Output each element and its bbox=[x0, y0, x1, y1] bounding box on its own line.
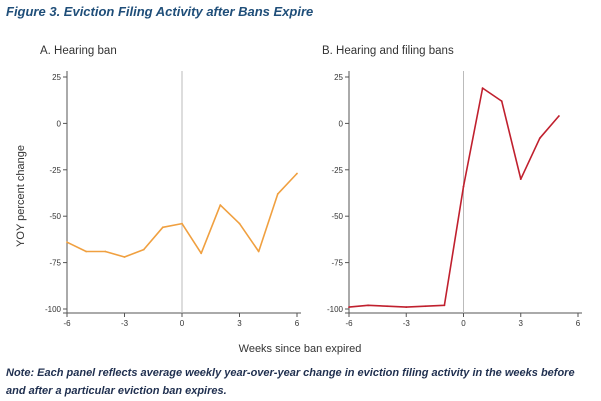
panel-a-y-tick-label: -25 bbox=[49, 166, 61, 175]
panel-b-y-tick-label: 25 bbox=[334, 73, 343, 82]
panel-a-data-point bbox=[161, 226, 164, 229]
panel-b-x-tick-label: 3 bbox=[519, 319, 524, 328]
panel-a-title: A. Hearing ban bbox=[40, 45, 117, 57]
panel-a-y-tick-label: -100 bbox=[45, 305, 62, 314]
panel-a-data-point bbox=[257, 250, 260, 253]
panel-b-data-point bbox=[348, 306, 350, 309]
panel-a-data-point bbox=[219, 204, 222, 206]
panel-a-data-point bbox=[181, 222, 183, 225]
panel-a-data-point bbox=[238, 222, 241, 225]
panel-b-x-tick-label: 0 bbox=[461, 319, 466, 328]
panel-a-data-point bbox=[104, 250, 107, 253]
panel-b-data-point bbox=[424, 305, 427, 308]
panel-b-data-point bbox=[443, 304, 446, 307]
panel-a-y-tick-label: -50 bbox=[49, 212, 61, 221]
panel-a-x-tick-label: -3 bbox=[121, 319, 129, 328]
panel-b-y-tick-label: 0 bbox=[339, 119, 344, 128]
panel-a-data-point bbox=[66, 241, 68, 244]
panel-a-x-tick-label: 0 bbox=[180, 319, 185, 328]
panel-b-series-line bbox=[348, 87, 560, 308]
panel-b-y-tick-label: -75 bbox=[331, 259, 343, 268]
figure-title: Figure 3. Eviction Filing Activity after… bbox=[6, 4, 314, 19]
y-axis-title: YOY percent change bbox=[15, 145, 27, 247]
panel-b-x-tick-label: 6 bbox=[576, 319, 581, 328]
figure-note: Note: Each panel reflects average weekly… bbox=[6, 367, 575, 397]
panel-b-data-point bbox=[481, 87, 484, 90]
chart-area: A. Hearing ban 25 0 -25 -50 -75 -100 -6 -3 0 3 6 B. … bbox=[0, 32, 601, 362]
x-axis-title: Weeks since ban expired bbox=[239, 343, 362, 355]
panel-a-y-tick-label: 0 bbox=[57, 119, 62, 128]
panel-b-data-point bbox=[558, 115, 560, 117]
panel-b-data-point bbox=[462, 185, 465, 188]
panel-b-data-point bbox=[538, 137, 541, 140]
panel-b-data-point bbox=[500, 100, 503, 103]
panel-b-x-tick-label: -6 bbox=[345, 319, 353, 328]
panel-b-data-point bbox=[367, 304, 369, 307]
panel-a-x-tick-label: -6 bbox=[63, 319, 71, 328]
panel-a-data-point bbox=[276, 193, 279, 195]
panel-a-data-point bbox=[142, 248, 145, 251]
panel-a-y-tick-label: -75 bbox=[49, 259, 61, 268]
panel-b-x-tick-label: -3 bbox=[403, 319, 411, 328]
panel-a-y-tick-label: 25 bbox=[52, 73, 61, 82]
panel-a-x-tick-label: 3 bbox=[237, 319, 242, 328]
panel-b-title: B. Hearing and filing bans bbox=[322, 45, 454, 57]
panel-b-data-point bbox=[405, 306, 408, 309]
panel-b-data-point bbox=[519, 178, 522, 180]
panel-b-y-tick-label: -100 bbox=[327, 305, 344, 314]
panel-a-data-point bbox=[85, 250, 88, 253]
panel-a-data-point bbox=[200, 252, 203, 255]
panel-b-y-tick-label: -50 bbox=[331, 212, 343, 221]
panel-a-data-point bbox=[296, 172, 298, 175]
panel-a-data-point bbox=[123, 256, 126, 258]
panel-b-data-point bbox=[386, 305, 389, 308]
panel-a-x-tick-label: 6 bbox=[295, 319, 300, 328]
panel-b-y-tick-label: -25 bbox=[331, 166, 343, 175]
